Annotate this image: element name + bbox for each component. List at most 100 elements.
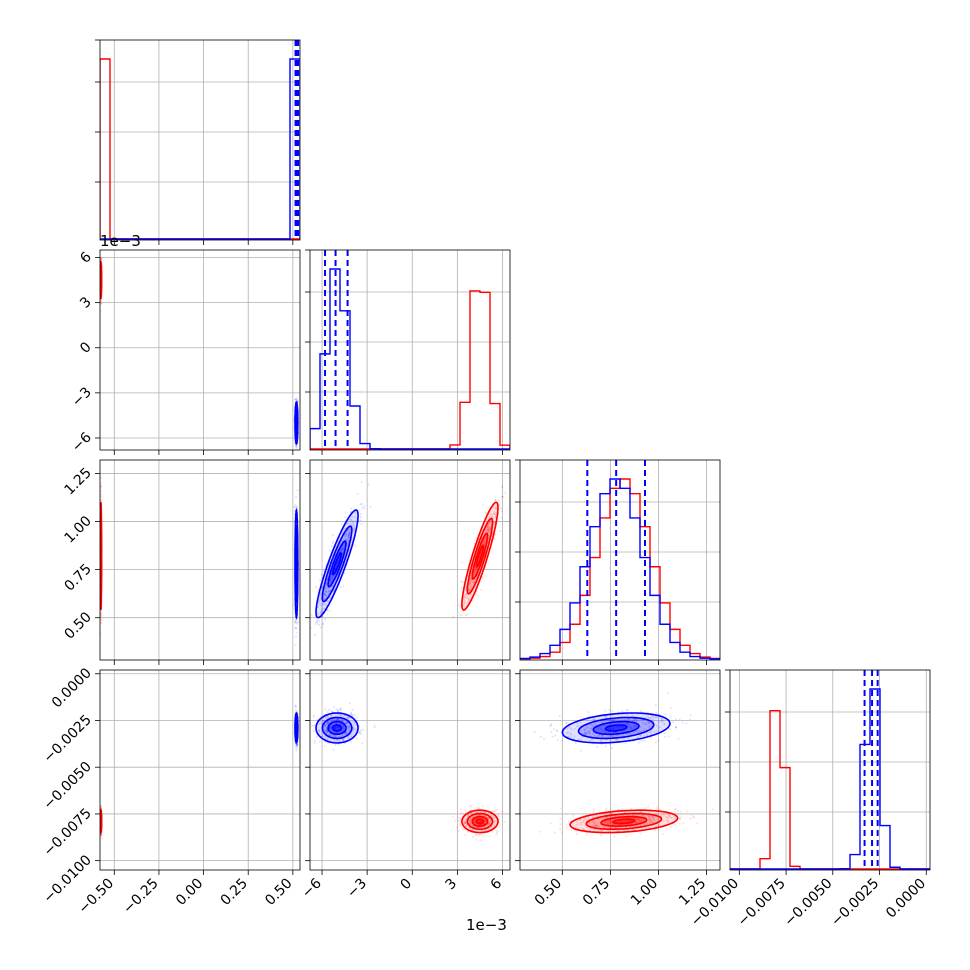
scatter-point: [329, 549, 332, 552]
scatter-point: [354, 511, 357, 514]
scatter-point: [486, 527, 489, 530]
scatter-point: [337, 727, 340, 730]
scatter-point: [476, 568, 479, 571]
scatter-point: [339, 708, 342, 711]
scatter-point: [344, 516, 347, 519]
scatter-point: [333, 739, 336, 742]
scatter-point: [100, 805, 102, 808]
scatter-point: [100, 258, 102, 261]
scatter-point: [341, 547, 344, 550]
scatter-point: [352, 728, 355, 731]
scatter-point: [468, 586, 471, 589]
scatter-point: [494, 516, 497, 519]
scatter-point: [479, 820, 482, 823]
scatter-point: [498, 507, 501, 510]
scatter-point: [100, 619, 102, 622]
scatter-point: [340, 730, 343, 733]
scatter-point: [478, 807, 481, 810]
scatter-point: [325, 581, 328, 584]
scatter-point: [348, 537, 351, 540]
scatter-point: [469, 580, 472, 583]
scatter-point: [336, 709, 339, 712]
histogram-panel-1: [310, 250, 510, 450]
scatter-point: [488, 822, 491, 825]
scatter-point: [475, 567, 478, 570]
scatter-point: [293, 506, 296, 509]
scatter-point: [329, 580, 332, 583]
scatter-point: [350, 713, 353, 716]
scatter-point: [324, 617, 327, 620]
scatter-point: [491, 515, 494, 518]
scatter-point: [352, 524, 355, 527]
scatter-point: [295, 744, 298, 747]
scatter-point: [360, 522, 363, 525]
scatter-point: [500, 517, 503, 520]
scatter-point: [494, 507, 497, 510]
scatter-point: [331, 585, 334, 588]
scatter-point: [295, 445, 298, 448]
scatter-point: [458, 817, 461, 820]
scatter-point: [459, 825, 462, 828]
scatter-point: [359, 516, 362, 519]
scatter-point: [477, 826, 480, 829]
contour-level-1: [466, 517, 494, 595]
scatter-point: [296, 399, 299, 402]
scatter-point: [297, 621, 300, 624]
scatter-point: [348, 533, 351, 536]
scatter-point: [493, 510, 496, 513]
scatter-point: [488, 834, 491, 837]
scatter-point: [337, 726, 340, 729]
scatter-point: [306, 642, 308, 644]
scatter-point: [295, 631, 298, 634]
scatter-point: [483, 542, 486, 545]
scatter-point: [331, 542, 334, 545]
scatter-point: [488, 818, 491, 821]
scatter-point: [324, 591, 327, 594]
scatter-point: [316, 612, 319, 615]
scatter-point: [322, 581, 325, 584]
scatter-point: [324, 587, 327, 590]
scatter-point: [467, 598, 470, 601]
scatter-point: [332, 540, 335, 543]
scatter-point: [493, 537, 496, 540]
scatter-point: [348, 520, 351, 523]
scatter-point: [329, 581, 332, 584]
scatter-point: [493, 512, 496, 515]
scatter-point: [464, 820, 467, 823]
scatter-point: [344, 742, 347, 745]
scatter-point: [469, 593, 472, 596]
scatter-point: [464, 593, 467, 596]
scatter-point: [476, 826, 479, 829]
scatter-point: [341, 738, 344, 741]
scatter-point: [487, 523, 490, 526]
scatter-point: [347, 535, 350, 538]
scatter-point: [328, 610, 331, 613]
scatter-point: [342, 584, 345, 587]
scatter-point: [356, 493, 359, 496]
scatter-point: [486, 526, 489, 529]
scatter-point: [471, 828, 474, 831]
scatter-point: [344, 533, 347, 536]
scatter-point: [100, 258, 103, 261]
scatter-point: [353, 527, 356, 530]
scatter-point: [318, 603, 321, 606]
scatter-point: [463, 601, 466, 604]
scatter-point: [464, 833, 467, 836]
scatter-point: [475, 839, 478, 842]
scatter-point: [100, 256, 103, 259]
histogram-step-0: [730, 709, 930, 870]
scatter-point: [480, 829, 483, 832]
scatter-point: [322, 622, 325, 625]
scatter-point: [319, 611, 322, 614]
scatter-point: [473, 820, 476, 823]
scatter-point: [491, 513, 494, 516]
scatter-point: [475, 567, 478, 570]
scatter-point: [488, 521, 491, 524]
scatter-point: [293, 603, 296, 606]
scatter-point: [319, 594, 322, 597]
scatter-point: [330, 545, 333, 548]
scatter-point: [326, 578, 329, 581]
scatter-point: [296, 743, 299, 746]
scatter-point: [462, 828, 465, 831]
scatter-point: [350, 518, 353, 521]
